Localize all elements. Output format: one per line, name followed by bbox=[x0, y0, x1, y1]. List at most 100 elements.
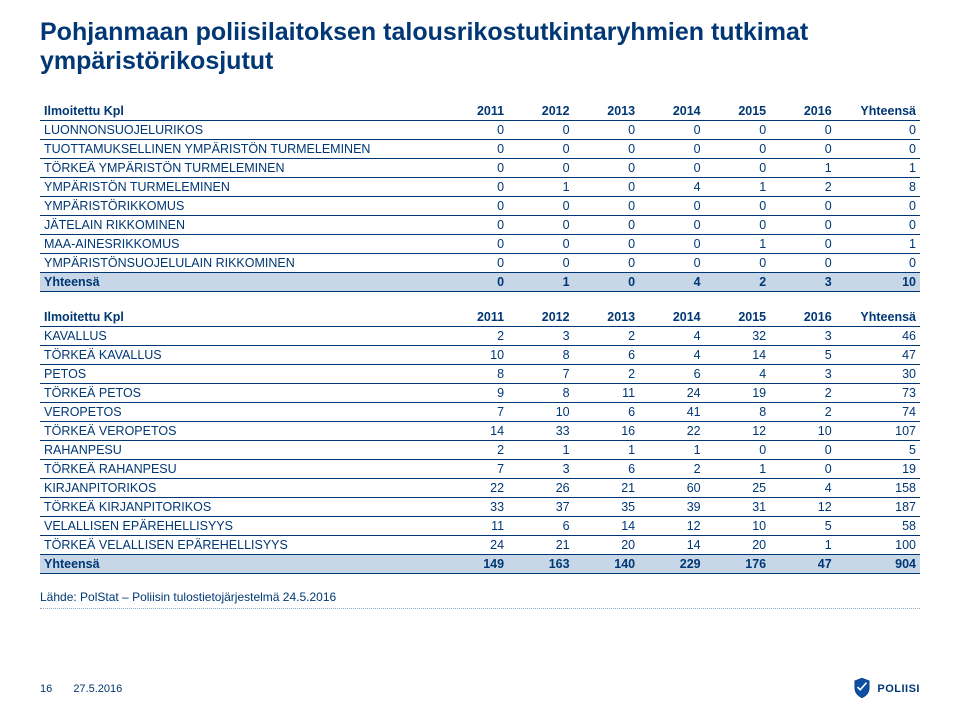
table-cell: 21 bbox=[574, 478, 640, 497]
column-header: 2016 bbox=[770, 308, 836, 327]
table-cell: 0 bbox=[443, 177, 509, 196]
table-cell: TÖRKEÄ VEROPETOS bbox=[40, 421, 443, 440]
table-cell: 0 bbox=[443, 196, 509, 215]
table-cell: VEROPETOS bbox=[40, 402, 443, 421]
table-cell: 5 bbox=[770, 516, 836, 535]
table-cell: 4 bbox=[639, 272, 705, 291]
table-cell: 187 bbox=[836, 497, 920, 516]
table-cell: 37 bbox=[508, 497, 574, 516]
table-cell: KAVALLUS bbox=[40, 326, 443, 345]
brand-label: POLIISI bbox=[877, 683, 920, 695]
table-cell: YMPÄRISTÖRIKKOMUS bbox=[40, 196, 443, 215]
table-cell: 1 bbox=[705, 459, 771, 478]
table-cell: 0 bbox=[574, 253, 640, 272]
table-cell: 0 bbox=[770, 196, 836, 215]
table-cell: 0 bbox=[705, 440, 771, 459]
table-cell: 10 bbox=[836, 272, 920, 291]
table-cell: RAHANPESU bbox=[40, 440, 443, 459]
table-cell: Yhteensä bbox=[40, 554, 443, 573]
table-cell: 0 bbox=[508, 196, 574, 215]
table-cell: 31 bbox=[705, 497, 771, 516]
table-cell: 8 bbox=[705, 402, 771, 421]
table-cell: 158 bbox=[836, 478, 920, 497]
table-cell: 12 bbox=[705, 421, 771, 440]
table-cell: 0 bbox=[639, 139, 705, 158]
table-row: TÖRKEÄ YMPÄRISTÖN TURMELEMINEN0000011 bbox=[40, 158, 920, 177]
table-cell: 19 bbox=[705, 383, 771, 402]
table-cell: 20 bbox=[574, 535, 640, 554]
table-cell: 2 bbox=[443, 326, 509, 345]
table-cell: 6 bbox=[574, 402, 640, 421]
table-cell: 0 bbox=[705, 196, 771, 215]
table-row: TÖRKEÄ PETOS98112419273 bbox=[40, 383, 920, 402]
table-cell: 7 bbox=[443, 402, 509, 421]
table-cell: 24 bbox=[639, 383, 705, 402]
table-cell: 0 bbox=[705, 215, 771, 234]
table-cell: TÖRKEÄ KIRJANPITORIKOS bbox=[40, 497, 443, 516]
table-cell: 0 bbox=[639, 234, 705, 253]
table-cell: 0 bbox=[770, 440, 836, 459]
table-cell: 47 bbox=[836, 345, 920, 364]
table-cell: 2 bbox=[443, 440, 509, 459]
column-header: 2011 bbox=[443, 308, 509, 327]
table-cell: 1 bbox=[508, 440, 574, 459]
table-cell: KIRJANPITORIKOS bbox=[40, 478, 443, 497]
table-cell: 0 bbox=[770, 120, 836, 139]
table-cell: 0 bbox=[574, 215, 640, 234]
table-cell: 0 bbox=[508, 120, 574, 139]
table-cell: 229 bbox=[639, 554, 705, 573]
table-cell: 4 bbox=[770, 478, 836, 497]
poliisi-badge-icon bbox=[853, 677, 871, 702]
table-cell: 14 bbox=[705, 345, 771, 364]
column-header: Ilmoitettu Kpl bbox=[40, 102, 443, 121]
table-cell: TÖRKEÄ YMPÄRISTÖN TURMELEMINEN bbox=[40, 158, 443, 177]
table-cell: 0 bbox=[443, 215, 509, 234]
table-cell: 2 bbox=[770, 402, 836, 421]
table-cell: 7 bbox=[508, 364, 574, 383]
table-cell: 0 bbox=[443, 120, 509, 139]
table-cell: 1 bbox=[508, 177, 574, 196]
page-number: 16 bbox=[40, 683, 52, 695]
table-cell: 1 bbox=[770, 158, 836, 177]
brand-block: POLIISI bbox=[853, 677, 920, 702]
column-header: Yhteensä bbox=[836, 308, 920, 327]
table-cell: 60 bbox=[639, 478, 705, 497]
table-cell: 58 bbox=[836, 516, 920, 535]
table-cell: 2 bbox=[770, 383, 836, 402]
source-text: Lähde: PolStat – Poliisin tulostietojärj… bbox=[40, 590, 920, 604]
table-cell: TÖRKEÄ PETOS bbox=[40, 383, 443, 402]
column-header: Yhteensä bbox=[836, 102, 920, 121]
table-cell: 0 bbox=[508, 139, 574, 158]
table-cell: 21 bbox=[508, 535, 574, 554]
table-cell: 8 bbox=[508, 383, 574, 402]
table-cell: 47 bbox=[770, 554, 836, 573]
table-cell: 3 bbox=[508, 326, 574, 345]
table-cell: 14 bbox=[443, 421, 509, 440]
table-cell: 100 bbox=[836, 535, 920, 554]
table-cell: 0 bbox=[639, 120, 705, 139]
column-header: 2013 bbox=[574, 102, 640, 121]
table-cell: 22 bbox=[639, 421, 705, 440]
table-cell: 2 bbox=[705, 272, 771, 291]
table-cell: 1 bbox=[639, 440, 705, 459]
table-cell: 8 bbox=[508, 345, 574, 364]
table-cell: 0 bbox=[770, 253, 836, 272]
table-cell: 3 bbox=[770, 364, 836, 383]
table-cell: 0 bbox=[443, 272, 509, 291]
table-row: RAHANPESU2111005 bbox=[40, 440, 920, 459]
table-cell: 0 bbox=[508, 158, 574, 177]
table-cell: 11 bbox=[574, 383, 640, 402]
table-cell: 2 bbox=[574, 364, 640, 383]
table-row: KIRJANPITORIKOS22262160254158 bbox=[40, 478, 920, 497]
table-cell: 0 bbox=[574, 158, 640, 177]
table-cell: MAA-AINESRIKKOMUS bbox=[40, 234, 443, 253]
table-cell: 33 bbox=[508, 421, 574, 440]
table-cell: 0 bbox=[770, 215, 836, 234]
table-cell: TÖRKEÄ KAVALLUS bbox=[40, 345, 443, 364]
table-cell: 0 bbox=[705, 120, 771, 139]
table-cell: 24 bbox=[443, 535, 509, 554]
table-cell: 0 bbox=[574, 196, 640, 215]
table-cell: 0 bbox=[836, 139, 920, 158]
table-cell: 11 bbox=[443, 516, 509, 535]
table-cell: 163 bbox=[508, 554, 574, 573]
